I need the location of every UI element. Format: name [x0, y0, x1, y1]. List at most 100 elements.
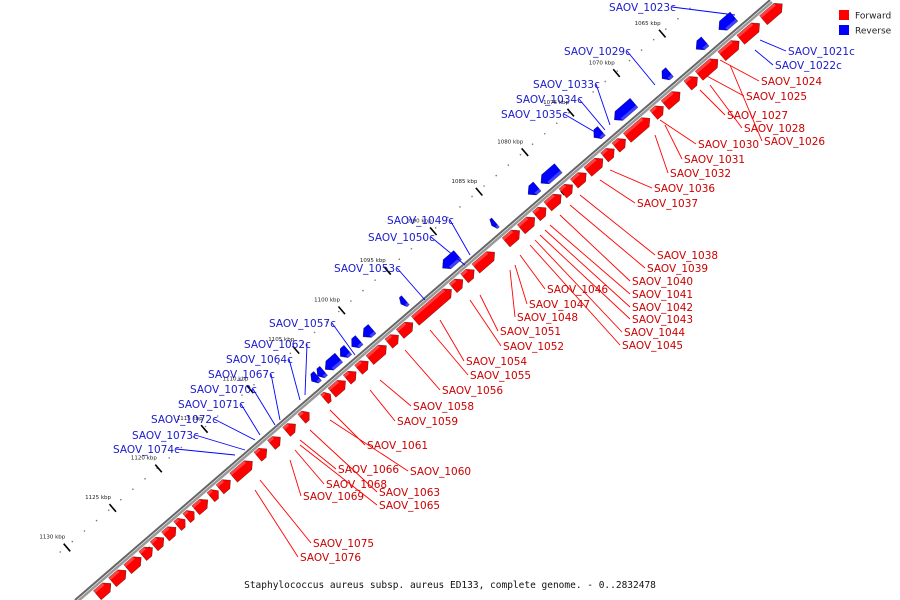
reverse-gene-label[interactable]: SAOV_1035c — [501, 109, 568, 121]
forward-gene-label[interactable]: SAOV_1052 — [503, 341, 564, 353]
forward-gene-label[interactable]: SAOV_1041 — [632, 289, 693, 301]
forward-gene-arrow[interactable] — [694, 58, 719, 81]
forward-gene-label[interactable]: SAOV_1055 — [470, 370, 531, 382]
reverse-gene-label[interactable]: SAOV_1067c — [208, 369, 275, 381]
forward-gene-arrow[interactable] — [342, 371, 357, 385]
forward-gene-arrow[interactable] — [206, 489, 219, 503]
forward-gene-label[interactable]: SAOV_1025 — [746, 91, 807, 103]
forward-gene-label[interactable]: SAOV_1061 — [367, 440, 428, 452]
reverse-gene-arrow[interactable] — [351, 335, 364, 349]
reverse-gene-label[interactable]: SAOV_1073c — [132, 430, 199, 442]
forward-gene-arrow[interactable] — [611, 138, 626, 153]
forward-gene-arrow[interactable] — [354, 360, 369, 375]
forward-gene-label[interactable]: SAOV_1047 — [529, 299, 590, 311]
reverse-gene-label[interactable]: SAOV_1053c — [334, 263, 401, 275]
forward-gene-label[interactable]: SAOV_1039 — [647, 263, 708, 275]
reverse-gene-arrow[interactable] — [540, 163, 563, 185]
forward-gene-arrow[interactable] — [191, 499, 208, 516]
reverse-gene-arrow[interactable] — [399, 295, 410, 307]
reverse-gene-arrow[interactable] — [325, 352, 343, 371]
forward-gene-label[interactable]: SAOV_1031 — [684, 154, 745, 166]
reverse-gene-label[interactable]: SAOV_1057c — [269, 318, 336, 330]
reverse-gene-arrow[interactable] — [340, 345, 353, 358]
forward-gene-label[interactable]: SAOV_1042 — [632, 302, 693, 314]
forward-gene-label[interactable]: SAOV_1066 — [338, 464, 399, 476]
reverse-gene-arrow[interactable] — [661, 67, 674, 81]
forward-gene-label[interactable]: SAOV_1060 — [410, 466, 471, 478]
forward-gene-arrow[interactable] — [683, 76, 698, 91]
forward-gene-label[interactable]: SAOV_1045 — [622, 340, 683, 352]
forward-gene-arrow[interactable] — [123, 556, 142, 574]
reverse-gene-arrow[interactable] — [593, 126, 606, 139]
reverse-gene-arrow[interactable] — [614, 98, 639, 121]
forward-gene-arrow[interactable] — [320, 391, 332, 405]
forward-gene-arrow[interactable] — [649, 105, 664, 120]
forward-gene-label[interactable]: SAOV_1038 — [657, 250, 718, 262]
forward-gene-arrow[interactable] — [717, 40, 740, 61]
forward-gene-arrow[interactable] — [543, 193, 562, 212]
forward-gene-arrow[interactable] — [448, 278, 464, 293]
forward-gene-label[interactable]: SAOV_1069 — [303, 491, 364, 503]
forward-gene-label[interactable]: SAOV_1040 — [632, 276, 693, 288]
forward-gene-arrow[interactable] — [149, 536, 165, 552]
forward-gene-arrow[interactable] — [182, 510, 195, 523]
forward-gene-arrow[interactable] — [93, 582, 112, 600]
forward-gene-label[interactable]: SAOV_1056 — [442, 385, 503, 397]
forward-gene-arrow[interactable] — [471, 251, 495, 274]
forward-gene-label[interactable]: SAOV_1063 — [379, 487, 440, 499]
forward-gene-label[interactable]: SAOV_1046 — [547, 284, 608, 296]
forward-gene-arrow[interactable] — [253, 448, 268, 462]
forward-gene-arrow[interactable] — [138, 546, 153, 561]
forward-gene-label[interactable]: SAOV_1028 — [744, 123, 805, 135]
forward-gene-arrow[interactable] — [297, 410, 310, 424]
reverse-gene-label[interactable]: SAOV_1074c — [113, 444, 180, 456]
forward-gene-label[interactable]: SAOV_1030 — [698, 139, 759, 151]
reverse-gene-label[interactable]: SAOV_1022c — [775, 60, 842, 72]
forward-gene-arrow[interactable] — [395, 321, 414, 339]
forward-gene-label[interactable]: SAOV_1068 — [326, 479, 387, 491]
forward-gene-label[interactable]: SAOV_1075 — [313, 538, 374, 550]
reverse-gene-label[interactable]: SAOV_1034c — [516, 94, 583, 106]
forward-gene-label[interactable]: SAOV_1051 — [500, 326, 561, 338]
forward-gene-arrow[interactable] — [215, 479, 231, 495]
reverse-gene-label[interactable]: SAOV_1071c — [178, 399, 245, 411]
forward-gene-label[interactable]: SAOV_1043 — [632, 314, 693, 326]
forward-gene-arrow[interactable] — [411, 288, 452, 326]
forward-gene-arrow[interactable] — [460, 269, 475, 284]
forward-gene-arrow[interactable] — [173, 518, 186, 531]
forward-gene-arrow[interactable] — [517, 216, 535, 235]
forward-gene-arrow[interactable] — [660, 91, 681, 110]
forward-gene-label[interactable]: SAOV_1036 — [654, 183, 715, 195]
forward-gene-arrow[interactable] — [384, 334, 399, 349]
forward-gene-label[interactable]: SAOV_1058 — [413, 401, 474, 413]
forward-gene-label[interactable]: SAOV_1027 — [727, 110, 788, 122]
reverse-gene-label[interactable]: SAOV_1029c — [564, 46, 631, 58]
reverse-gene-label[interactable]: SAOV_1023c — [609, 2, 676, 14]
reverse-gene-label[interactable]: SAOV_1021c — [788, 46, 855, 58]
forward-gene-arrow[interactable] — [108, 569, 127, 587]
reverse-gene-label[interactable]: SAOV_1072c — [151, 414, 218, 426]
forward-gene-arrow[interactable] — [558, 184, 573, 199]
reverse-gene-arrow[interactable] — [362, 324, 377, 338]
forward-gene-label[interactable]: SAOV_1024 — [761, 76, 822, 88]
reverse-gene-label[interactable]: SAOV_1033c — [533, 79, 600, 91]
forward-gene-arrow[interactable] — [229, 460, 253, 483]
forward-gene-arrow[interactable] — [736, 22, 760, 45]
forward-gene-arrow[interactable] — [327, 380, 346, 398]
forward-gene-label[interactable]: SAOV_1048 — [517, 312, 578, 324]
reverse-gene-arrow[interactable] — [310, 371, 322, 384]
forward-gene-label[interactable]: SAOV_1059 — [397, 416, 458, 428]
forward-gene-arrow[interactable] — [570, 172, 587, 189]
forward-gene-arrow[interactable] — [282, 423, 296, 437]
forward-gene-label[interactable]: SAOV_1044 — [624, 327, 685, 339]
forward-gene-arrow[interactable] — [365, 344, 387, 365]
forward-gene-arrow[interactable] — [267, 436, 281, 450]
forward-gene-arrow[interactable] — [532, 206, 547, 222]
reverse-gene-label[interactable]: SAOV_1050c — [368, 232, 435, 244]
forward-gene-arrow[interactable] — [501, 229, 520, 248]
forward-gene-label[interactable]: SAOV_1037 — [637, 198, 698, 210]
reverse-gene-label[interactable]: SAOV_1062c — [244, 339, 311, 351]
forward-gene-label[interactable]: SAOV_1065 — [379, 500, 440, 512]
reverse-gene-arrow[interactable] — [527, 181, 542, 196]
reverse-gene-label[interactable]: SAOV_1070c — [190, 384, 257, 396]
